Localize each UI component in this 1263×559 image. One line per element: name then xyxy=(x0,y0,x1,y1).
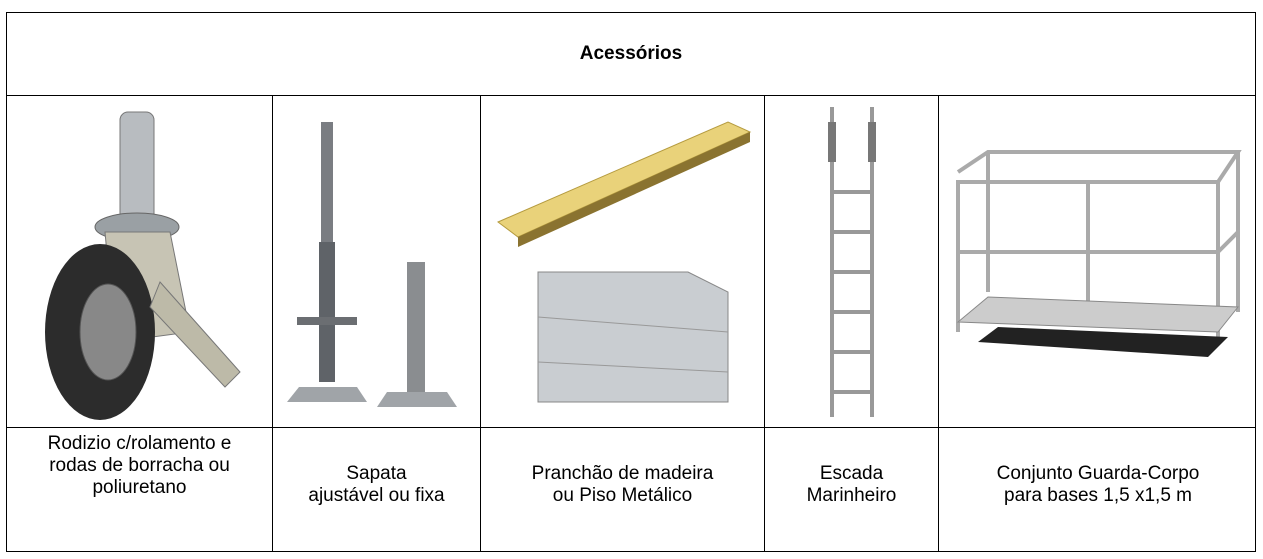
col-divider xyxy=(480,95,481,551)
base-jack-image xyxy=(273,96,480,427)
col-divider xyxy=(272,95,273,551)
caption: Sapata ajustável ou fixa xyxy=(273,429,480,541)
page: {"table": {"header": "Acessórios", "colu… xyxy=(6,12,1256,552)
col-divider xyxy=(938,95,939,551)
ladder-image xyxy=(765,96,938,427)
guardrail-image xyxy=(939,96,1257,427)
caption: Escada Marinheiro xyxy=(765,429,938,541)
text: Rodizio c/rolamento e rodas de borracha … xyxy=(47,433,232,498)
text: Escada Marinheiro xyxy=(806,463,897,506)
text: Sapata ajustável ou fixa xyxy=(308,463,445,506)
table: Acessórios xyxy=(6,12,1256,552)
caption: Pranchão de madeira ou Piso Metálico xyxy=(481,429,764,541)
col-divider xyxy=(764,95,765,551)
row-divider xyxy=(7,95,1255,96)
caption: Conjunto Guarda-Corpo para bases 1,5 x1,… xyxy=(939,429,1257,541)
text: Conjunto Guarda-Corpo para bases 1,5 x1,… xyxy=(996,463,1200,506)
caster-image xyxy=(7,96,272,427)
plank-image xyxy=(481,96,764,427)
text: Pranchão de madeira ou Piso Metálico xyxy=(531,463,714,506)
table-header: Acessórios xyxy=(579,43,683,64)
caption: Rodizio c/rolamento e rodas de borracha … xyxy=(7,429,272,559)
row-divider xyxy=(7,427,1255,428)
